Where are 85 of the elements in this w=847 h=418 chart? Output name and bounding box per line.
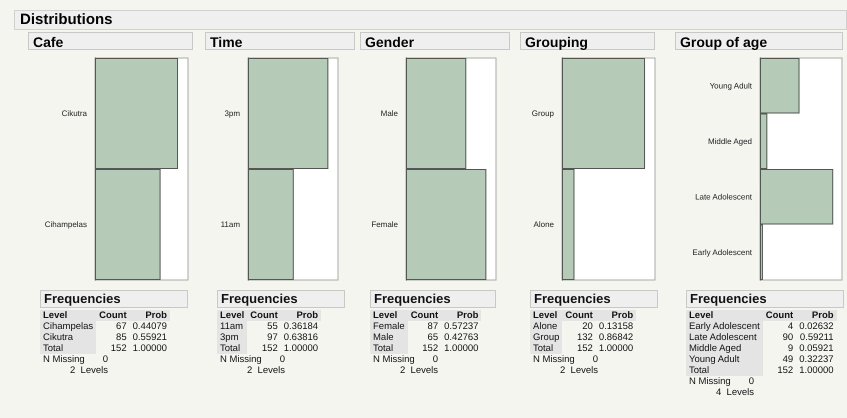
text: Frequencies — [530, 290, 658, 308]
text: 55 — [266, 321, 279, 332]
y-tick-label: Late Adolescent — [695, 192, 753, 202]
text: 0.36184 — [282, 321, 320, 332]
text: 2 Levels — [246, 365, 286, 376]
text: N Missing — [689, 376, 731, 387]
text: 0.32237 — [798, 354, 835, 365]
text: 152 — [110, 343, 128, 354]
text: 0.59211 — [798, 332, 835, 343]
text: Level — [217, 310, 248, 321]
text: 152 — [261, 343, 279, 354]
text: 0.57237 — [443, 321, 480, 332]
text: 49 — [782, 354, 794, 365]
y-tick-label: Middle Aged — [708, 136, 752, 146]
chart-title: Gender — [360, 32, 510, 50]
text: 2 Levels — [399, 365, 440, 376]
text: 0 — [748, 376, 754, 387]
text: Level — [370, 310, 408, 321]
text: 90 — [782, 332, 794, 343]
text: 0.63816 — [282, 332, 320, 343]
text: Frequencies — [686, 290, 844, 308]
text: N Missing — [220, 354, 262, 365]
chart-title: Grouping — [520, 32, 655, 50]
y-tick-label: Early Adolescent — [692, 248, 753, 257]
text: 0.55921 — [132, 332, 168, 343]
text: Total — [217, 343, 248, 354]
text: Level — [530, 310, 562, 321]
text: 0.44079 — [132, 321, 168, 332]
text: 20 — [581, 321, 594, 332]
text: 152 — [421, 343, 440, 354]
text: Distributions — [14, 10, 847, 30]
text: Frequencies — [40, 290, 188, 308]
text: 0 — [102, 354, 108, 365]
text: Prob — [280, 310, 322, 321]
text: Count — [762, 310, 796, 321]
text: 0.42763 — [443, 332, 480, 343]
text: Frequencies — [217, 290, 345, 308]
text: 152 — [776, 365, 794, 376]
text: Count — [247, 310, 281, 321]
text: Total — [370, 343, 408, 354]
text: N Missing — [373, 354, 415, 365]
text: Total — [40, 343, 96, 354]
text: 65 — [426, 332, 440, 343]
text: Prob — [441, 310, 482, 321]
text: 1.00000 — [282, 343, 320, 354]
text: 0.02632 — [798, 321, 835, 332]
y-tick-label: Young Adult — [710, 81, 753, 90]
text: 4 Levels — [715, 387, 756, 398]
chart-title: Cafe — [28, 32, 193, 50]
text: 67 — [115, 321, 128, 332]
text: 1.00000 — [443, 343, 480, 354]
text: 9 — [786, 343, 794, 354]
text: Count — [562, 310, 596, 321]
text: Prob — [596, 310, 636, 321]
text: 1.00000 — [798, 365, 835, 376]
text: 0 — [592, 354, 598, 365]
chart-title: Time — [205, 32, 355, 50]
chart-title: Group of age — [675, 32, 843, 50]
text: Total — [686, 365, 763, 376]
text: 0.13158 — [598, 321, 634, 332]
text: 85 — [115, 332, 128, 343]
text: 1.00000 — [598, 343, 634, 354]
text: Prob — [796, 310, 837, 321]
text: Total — [530, 343, 562, 354]
category-label: Cikutra — [43, 332, 74, 343]
text: 2 Levels — [69, 365, 110, 376]
text: Level — [686, 310, 763, 321]
text: 0.86842 — [598, 332, 634, 343]
text: 0 — [432, 354, 438, 365]
text: 132 — [576, 332, 594, 343]
text: Count — [408, 310, 442, 321]
text: 152 — [576, 343, 593, 354]
text: 87 — [426, 321, 440, 332]
text: 4 — [786, 321, 794, 332]
text: 0.05921 — [798, 343, 835, 354]
text: Prob — [130, 310, 170, 321]
text: Count — [96, 310, 130, 321]
text: 2 Levels — [559, 365, 600, 376]
text: 1.00000 — [132, 343, 168, 354]
text: Frequencies — [370, 290, 496, 308]
text: 0 — [280, 354, 285, 365]
text: 97 — [266, 332, 279, 343]
text: N Missing — [43, 354, 85, 365]
text: N Missing — [533, 354, 575, 365]
text: Level — [40, 310, 96, 321]
